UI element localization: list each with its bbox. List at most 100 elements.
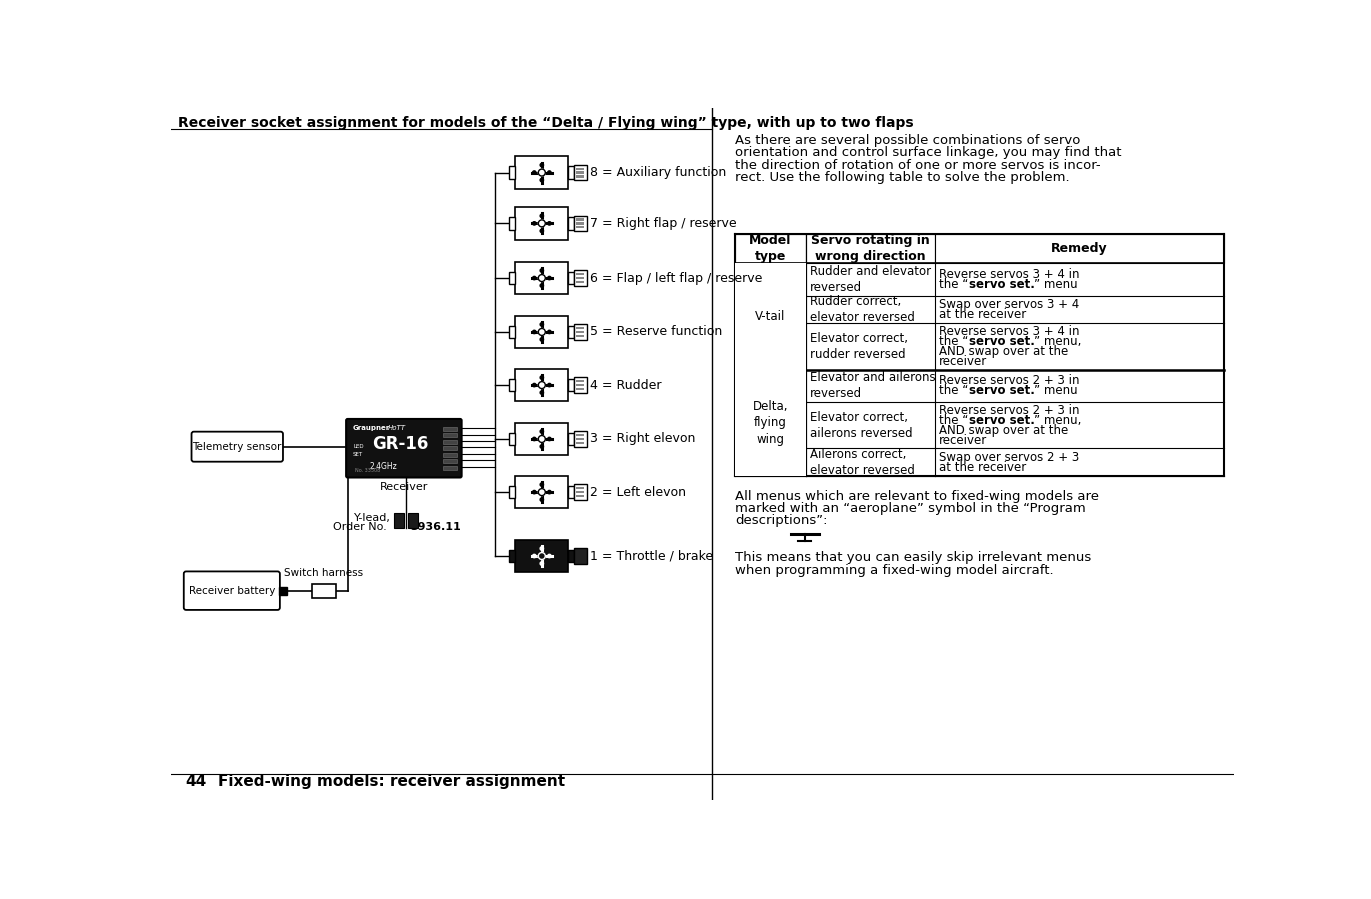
Circle shape <box>539 220 546 227</box>
Bar <box>576 494 584 497</box>
Bar <box>576 273 584 275</box>
Text: Ailerons correct,
elevator reversed: Ailerons correct, elevator reversed <box>810 448 914 476</box>
Text: AND swap over at the: AND swap over at the <box>939 423 1068 437</box>
Text: 5 = Reserve function: 5 = Reserve function <box>590 325 723 338</box>
Text: Receiver: Receiver <box>380 482 428 492</box>
Bar <box>576 175 584 178</box>
Circle shape <box>532 555 536 557</box>
Bar <box>393 513 404 529</box>
Bar <box>576 441 584 444</box>
Bar <box>568 486 574 498</box>
Bar <box>407 513 418 529</box>
Bar <box>806 234 935 263</box>
Bar <box>735 234 806 263</box>
Text: orientation and control surface linkage, you may find that: orientation and control surface linkage,… <box>735 147 1121 159</box>
Text: All menus which are relevant to fixed-wing models are: All menus which are relevant to fixed-wi… <box>735 490 1098 503</box>
Text: Elevator correct,
rudder reversed: Elevator correct, rudder reversed <box>810 332 908 361</box>
Bar <box>576 222 584 225</box>
Bar <box>576 434 584 436</box>
Bar <box>515 156 568 189</box>
Text: descriptions”:: descriptions”: <box>735 514 827 528</box>
Circle shape <box>547 555 551 557</box>
Bar <box>568 325 574 338</box>
Text: marked with an “aeroplane” symbol in the “Program: marked with an “aeroplane” symbol in the… <box>735 503 1086 515</box>
Bar <box>568 550 574 562</box>
Circle shape <box>540 498 543 502</box>
Circle shape <box>540 430 543 433</box>
Text: 2 = Left elevon: 2 = Left elevon <box>590 485 686 499</box>
Bar <box>574 165 587 181</box>
Circle shape <box>540 483 543 486</box>
Text: GR-16: GR-16 <box>372 434 428 452</box>
Text: Swap over servos 2 + 3: Swap over servos 2 + 3 <box>939 450 1079 464</box>
Text: the “: the “ <box>939 414 968 427</box>
Circle shape <box>532 222 536 225</box>
Circle shape <box>547 222 551 225</box>
Bar <box>568 432 574 445</box>
Bar <box>509 378 515 391</box>
Circle shape <box>547 171 551 174</box>
Bar <box>574 485 587 500</box>
Text: As there are several possible combinations of servo: As there are several possible combinatio… <box>735 134 1080 147</box>
Circle shape <box>547 383 551 387</box>
Bar <box>509 166 515 179</box>
Text: LED: LED <box>354 444 363 450</box>
Circle shape <box>532 276 536 280</box>
Text: the “: the “ <box>939 335 968 348</box>
Text: the direction of rotation of one or more servos is incor-: the direction of rotation of one or more… <box>735 159 1101 172</box>
Bar <box>443 433 457 437</box>
Bar <box>574 216 587 231</box>
Circle shape <box>532 330 536 334</box>
Text: rect. Use the following table to solve the problem.: rect. Use the following table to solve t… <box>735 171 1069 184</box>
Bar <box>576 487 584 489</box>
Bar <box>576 384 584 387</box>
Bar <box>576 280 584 283</box>
Bar <box>509 550 515 562</box>
Text: Delta,
flying
wing: Delta, flying wing <box>753 400 788 446</box>
Bar <box>574 325 587 340</box>
Bar <box>509 325 515 338</box>
Circle shape <box>539 274 546 281</box>
Bar <box>576 380 584 382</box>
Text: Reverse servos 3 + 4 in: Reverse servos 3 + 4 in <box>939 268 1080 281</box>
Circle shape <box>547 276 551 280</box>
Circle shape <box>539 169 546 176</box>
Text: 6 = Flap / left flap / reserve: 6 = Flap / left flap / reserve <box>590 271 762 285</box>
Bar <box>576 387 584 390</box>
Circle shape <box>532 383 536 387</box>
Text: 8 = Auxiliary function: 8 = Auxiliary function <box>590 166 727 179</box>
Bar <box>515 369 568 401</box>
Bar <box>568 218 574 229</box>
Bar <box>443 466 457 470</box>
Bar <box>515 207 568 239</box>
Text: ” menu: ” menu <box>1035 278 1078 291</box>
Bar <box>576 491 584 494</box>
Bar <box>509 218 515 229</box>
Circle shape <box>540 214 543 218</box>
Text: 4 = Rudder: 4 = Rudder <box>590 378 661 392</box>
Circle shape <box>540 562 543 565</box>
Bar <box>574 548 587 564</box>
Text: 1 = Throttle / brake: 1 = Throttle / brake <box>590 549 713 563</box>
Circle shape <box>532 171 536 174</box>
Text: 2.4GHz: 2.4GHz <box>369 461 398 470</box>
Text: Y-lead,: Y-lead, <box>354 512 391 522</box>
Text: 3 = Right elevon: 3 = Right elevon <box>590 432 695 446</box>
Circle shape <box>540 376 543 379</box>
Bar <box>509 271 515 284</box>
Text: Graupner: Graupner <box>354 425 391 432</box>
Bar <box>509 432 515 445</box>
Circle shape <box>539 435 546 442</box>
Bar <box>443 459 457 463</box>
Bar <box>576 327 584 329</box>
Text: at the receiver: at the receiver <box>939 308 1027 321</box>
Text: Order No.: Order No. <box>333 521 391 532</box>
FancyBboxPatch shape <box>345 419 462 477</box>
FancyBboxPatch shape <box>184 572 280 610</box>
Bar <box>443 453 457 457</box>
Bar <box>576 334 584 337</box>
Text: Reverse servos 3 + 4 in: Reverse servos 3 + 4 in <box>939 325 1080 338</box>
Bar <box>443 427 457 431</box>
Text: SET: SET <box>354 452 363 457</box>
Bar <box>576 218 584 220</box>
